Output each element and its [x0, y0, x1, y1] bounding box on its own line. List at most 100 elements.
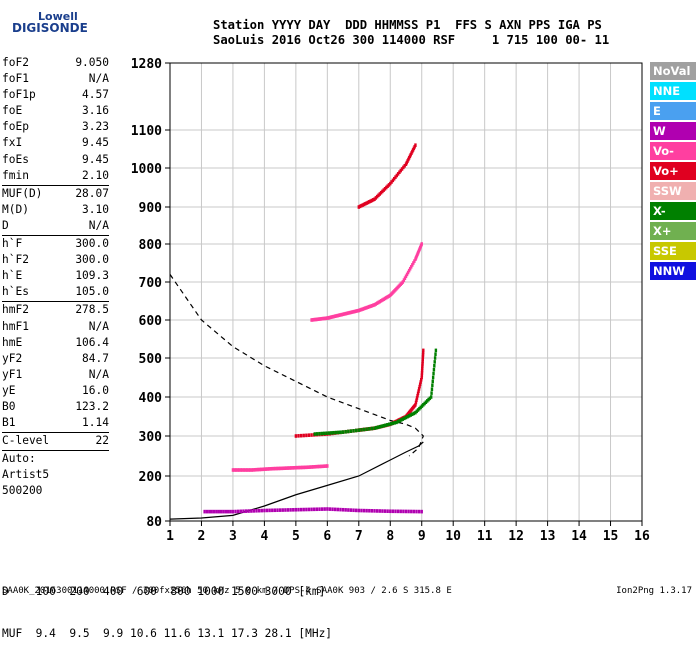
- trace-point: [381, 509, 384, 513]
- trace-point: [263, 467, 266, 471]
- trace-point: [369, 199, 372, 203]
- logo-digisonde: DIGISONDE: [12, 21, 88, 35]
- trace-point: [375, 425, 378, 430]
- trace-point: [414, 143, 417, 147]
- param-label: foE: [2, 104, 23, 118]
- trace-point: [255, 467, 258, 472]
- trace-point: [331, 507, 334, 512]
- trace-point: [289, 508, 292, 512]
- x-tick-label: 7: [355, 529, 363, 544]
- trace-point: [431, 375, 435, 380]
- trace-point: [413, 259, 416, 263]
- param-row: foE 3.16: [2, 104, 109, 120]
- legend-item: Vo+: [650, 162, 696, 180]
- trace-point: [378, 299, 381, 304]
- trace-point: [341, 507, 345, 512]
- trace-point: [434, 352, 437, 356]
- param-label: Artist5: [2, 468, 50, 482]
- trace-point: [407, 509, 410, 514]
- legend-item: NNW: [650, 262, 696, 280]
- trace-point: [252, 468, 255, 472]
- trace-point: [274, 466, 277, 471]
- trace-point: [362, 427, 366, 432]
- trace-point: [332, 430, 335, 435]
- trace-point: [403, 276, 407, 280]
- param-label: foF2: [2, 56, 29, 69]
- trace-point: [242, 468, 246, 472]
- trace-point: [260, 508, 263, 513]
- trace-point: [433, 360, 436, 364]
- param-value: 109.3: [75, 269, 109, 283]
- trace-point: [310, 318, 313, 322]
- trace-point: [310, 433, 313, 437]
- param-value: 9.050: [75, 56, 109, 69]
- trace-point: [299, 465, 302, 470]
- trace-point: [322, 316, 325, 321]
- x-tick-label: 1: [166, 529, 174, 544]
- trace-point: [361, 307, 364, 311]
- trace-point: [368, 508, 371, 513]
- trace-point: [394, 509, 397, 514]
- y-tick-label: 800: [139, 238, 163, 253]
- trace-point: [341, 312, 345, 317]
- trace-point: [362, 306, 366, 311]
- trace-point: [273, 508, 277, 513]
- trace-point: [340, 312, 343, 317]
- trace-point: [404, 509, 408, 514]
- trace-point: [379, 190, 383, 195]
- trace-point: [424, 400, 428, 404]
- trace-point: [314, 317, 317, 322]
- trace-point: [388, 422, 391, 427]
- trace-point: [345, 311, 349, 316]
- trace-point: [349, 310, 353, 315]
- trace-point: [265, 508, 269, 513]
- trace-point: [429, 395, 433, 399]
- trace-point: [318, 431, 321, 436]
- trace-point: [418, 382, 422, 387]
- trace-point: [421, 350, 425, 355]
- param-row: foF1p 4.57: [2, 88, 109, 104]
- trace-point: [399, 509, 402, 514]
- trace-point: [419, 405, 422, 410]
- param-separator: [2, 184, 109, 186]
- x-tick-label: 2: [198, 529, 206, 544]
- trace-point: [420, 371, 424, 375]
- trace-point: [381, 189, 384, 194]
- trace-point: [302, 433, 305, 438]
- param-value: 278.5: [75, 303, 109, 317]
- x-tick-label: 9: [418, 529, 426, 544]
- trace-point: [418, 406, 421, 411]
- trace-point: [421, 359, 424, 364]
- param-value: 106.4: [75, 335, 109, 349]
- trace-point: [405, 272, 409, 277]
- trace-point: [434, 348, 438, 353]
- trace-point: [234, 509, 237, 514]
- trace-point: [396, 419, 400, 424]
- trace-point: [236, 509, 240, 514]
- y-tick-label: 200: [139, 470, 163, 485]
- param-row: M(D) 3.10: [2, 203, 109, 219]
- trace-point: [383, 509, 387, 513]
- trace-point: [417, 387, 421, 391]
- trace-point: [269, 467, 272, 471]
- trace-point: [256, 467, 260, 472]
- param-label: M(D): [2, 202, 29, 216]
- trace-point: [285, 466, 288, 470]
- trace-point: [377, 425, 380, 430]
- trace-point: [411, 263, 414, 267]
- trace-point: [292, 508, 295, 512]
- param-value: 4.57: [82, 88, 109, 102]
- y-tick-label: 600: [139, 314, 163, 329]
- trace-point: [344, 429, 347, 434]
- param-row: fxI 9.45: [2, 136, 109, 152]
- trace-point: [264, 467, 268, 471]
- trace-point: [421, 362, 424, 366]
- trace-point: [409, 413, 412, 417]
- trace-point: [339, 313, 342, 317]
- trace-point: [373, 197, 376, 201]
- trace-point: [354, 309, 358, 313]
- trace-point: [326, 316, 329, 320]
- trace-point: [378, 424, 382, 429]
- trace-point: [297, 465, 301, 470]
- trace-point: [406, 414, 409, 419]
